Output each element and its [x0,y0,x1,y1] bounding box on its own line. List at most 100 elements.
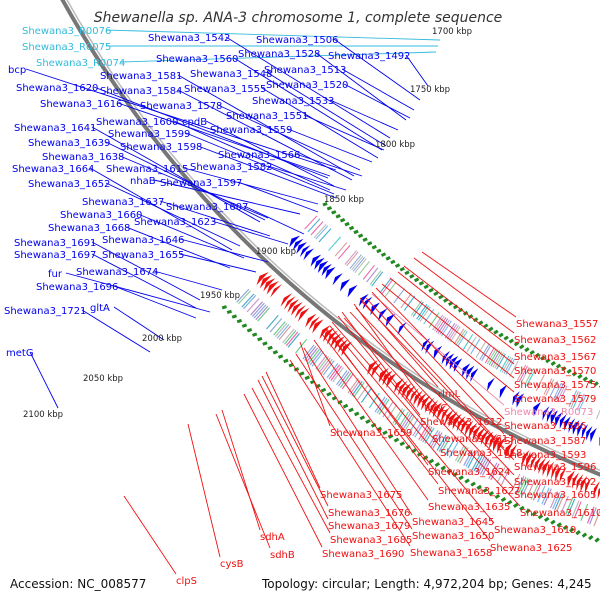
feature-label: sdhA [260,532,285,543]
gc-skew-mark [545,358,551,364]
gc-content-mark [513,502,519,508]
forward-gene-arrow [586,425,593,441]
feature-label: Shewana3_1600 [96,117,178,128]
feature-label: Shewana3_R0073 [504,407,593,418]
gc-skew-mark [588,378,594,385]
gc-skew-mark [348,225,355,231]
forward-gene-arrow [433,345,443,360]
gc-content-mark [387,434,394,439]
forward-feature-block [520,366,530,384]
gc-skew-mark [555,363,562,369]
feature-label: Shewana3_1619 [494,525,576,536]
forward-feature-block [416,304,428,320]
leader-line [237,181,319,213]
feature-label: gltA [90,303,110,314]
forward-feature-block [352,257,366,272]
leader-line [91,241,201,301]
leader-line [173,120,331,191]
reverse-feature-block [255,305,269,321]
gc-skew-mark [339,217,346,223]
forward-gene-arrow [581,424,589,439]
reverse-feature-block [336,369,348,386]
feature-label: Shewana3_1581 [100,71,182,82]
reverse-feature-block [560,495,569,513]
reverse-gene-arrow [448,411,458,428]
feature-label: Shewana3_1721 [4,306,86,317]
leader-line [119,155,269,219]
gc-skew-mark [566,368,572,374]
gc-content-mark [320,387,327,393]
gc-content-mark [569,527,575,533]
forward-gene-arrow [499,384,508,399]
leader-line [217,104,361,171]
gc-skew-mark [539,355,546,361]
leader-line [233,57,383,151]
leader-line [225,36,391,139]
gc-skew-mark [457,307,464,313]
reverse-feature-block [571,500,580,518]
feature-label: rlmL [438,389,461,400]
forward-feature-block [346,251,359,267]
reverse-feature-block [378,399,390,415]
gc-skew-mark [524,347,530,353]
leader-line [177,89,353,181]
leader-line [355,307,515,476]
gc-content-mark [399,441,405,447]
reverse-gene-arrow [440,407,450,423]
reverse-gene-arrow [444,409,454,425]
reverse-gene-arrow [559,467,567,484]
gc-skew-mark [399,266,405,272]
gc-content-mark [500,496,507,503]
forward-gene-arrow [453,358,463,373]
feature-label: Shewana3_1551 [226,111,308,122]
reverse-feature-block [412,420,423,437]
reverse-feature-block [257,307,270,322]
feature-label: Shewana3_1566 [218,150,300,161]
reverse-gene-arrow [484,431,494,448]
reverse-gene-arrow [546,461,555,478]
forward-feature-block [439,319,451,336]
forward-feature-block [572,391,581,409]
reverse-feature-block [459,447,469,464]
forward-feature-block [328,236,341,251]
feature-label: Shewana3_1584 [100,86,182,97]
forward-feature-block [524,368,534,386]
reverse-feature-block [448,441,459,458]
reverse-gene-arrow [452,413,462,430]
forward-feature-block [362,264,375,280]
gc-content-mark [482,487,488,493]
gc-skew-mark [331,210,337,215]
leader-line [403,265,515,351]
leader-line [389,277,515,379]
forward-feature-block [545,379,555,396]
leader-line [251,387,331,534]
feature-label: Shewana3_1599 [108,129,190,140]
reverse-feature-block [306,347,319,363]
reverse-gene-arrow [413,390,423,406]
feature-label: Shewana3_1625 [490,543,572,554]
reverse-gene-arrow [405,385,416,401]
forward-gene-arrow [317,260,329,273]
reverse-gene-arrow [550,463,559,480]
feature-label: Shewana3_1602 [514,477,596,488]
reverse-gene-arrow [555,465,563,482]
reverse-gene-arrow [542,459,551,476]
feature-label: Shewana3_R0075 [22,42,111,53]
gc-content-mark [337,399,343,405]
leader-line [105,29,441,41]
feature-label: Shewana3_1616 [40,99,122,110]
kbp-tick-label: 2000 kbp [142,334,182,344]
gc-content-mark [365,419,371,424]
leader-line [105,141,266,221]
reverse-gene-arrow [576,474,584,491]
feature-label: Shewana3_1646 [102,235,184,246]
gc-content-mark [236,318,243,324]
forward-feature-block [509,360,519,377]
forward-gene-arrow [572,420,580,435]
gc-skew-mark [593,381,599,387]
reverse-feature-block [522,478,531,496]
reverse-feature-block [541,487,550,505]
forward-feature-block [351,255,364,271]
reverse-feature-block [284,330,297,345]
